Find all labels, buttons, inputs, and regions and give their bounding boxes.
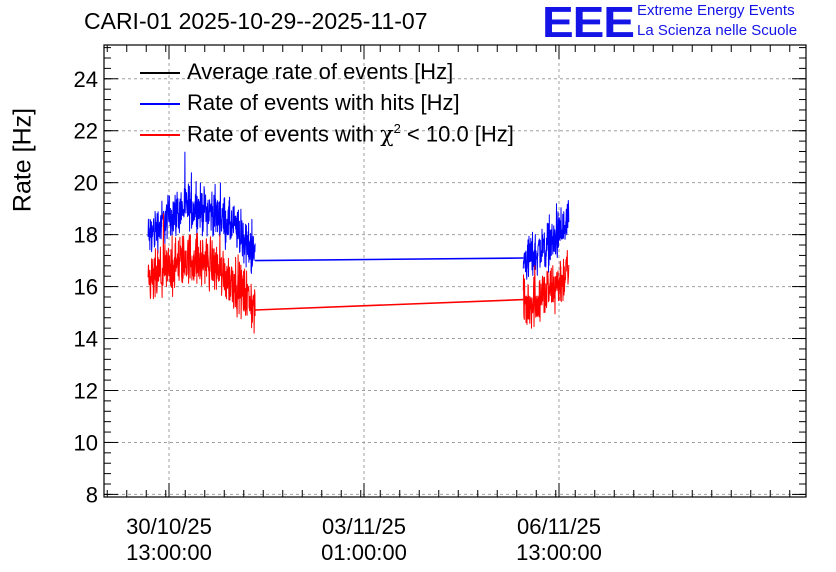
series-line-hits-segment <box>147 151 256 274</box>
y-tick-label: 16 <box>74 275 98 300</box>
series-line-chi2-segment <box>255 298 524 311</box>
logo-line-1: Extreme Energy Events <box>637 2 795 19</box>
y-axis-label-box: Rate [Hz] <box>3 100 43 220</box>
y-tick-label: 18 <box>74 223 98 248</box>
axes: 8101214161820222430/10/2513:00:0003/11/2… <box>74 45 806 565</box>
x-tick-label-time: 13:00:00 <box>516 540 602 565</box>
y-tick-label: 20 <box>74 171 98 196</box>
chart-title: CARI-01 2025-10-29--2025-11-07 <box>84 8 428 34</box>
y-tick-label: 10 <box>74 430 98 455</box>
legend-label-chi2: Rate of events with χ2 < 10.0 [Hz] <box>187 121 514 147</box>
chi-symbol: χ <box>380 122 394 148</box>
y-tick-label: 12 <box>74 378 98 403</box>
legend-swatch-blue <box>140 103 180 105</box>
logo-line-2: La Scienza nelle Scuole <box>637 22 798 39</box>
series-layer <box>147 151 570 334</box>
legend-label: Rate of events with hits [Hz] <box>187 90 460 115</box>
chi-exponent: 2 <box>393 121 401 136</box>
legend-label: Average rate of events [Hz] <box>187 59 454 84</box>
y-tick-label: 14 <box>74 327 98 352</box>
series-line-chi2-segment <box>147 213 256 334</box>
x-tick-label-date: 06/11/25 <box>517 514 601 539</box>
series-line-hits-segment <box>522 200 570 280</box>
y-tick-label: 22 <box>74 119 98 144</box>
x-tick-label-date: 30/10/25 <box>126 514 212 539</box>
eee-logo: EEE <box>542 0 635 47</box>
plot-frame <box>103 44 807 498</box>
series-line-hits-segment <box>255 257 524 262</box>
x-tick-label-time: 13:00:00 <box>126 540 212 565</box>
y-axis-label: Rate [Hz] <box>8 107 37 213</box>
x-tick-label-date: 03/11/25 <box>322 514 406 539</box>
y-tick-label: 8 <box>86 482 98 507</box>
x-tick-label-time: 01:00:00 <box>321 540 407 565</box>
legend-label-prefix: Rate of events with <box>187 121 381 147</box>
series-line-chi2-segment <box>522 250 570 329</box>
legend-label-suffix: < 10.0 [Hz] <box>400 121 514 147</box>
y-tick-label: 24 <box>74 67 98 92</box>
legend-swatch-black <box>140 72 180 74</box>
grid <box>104 45 806 497</box>
legend-swatch-red <box>140 134 180 136</box>
